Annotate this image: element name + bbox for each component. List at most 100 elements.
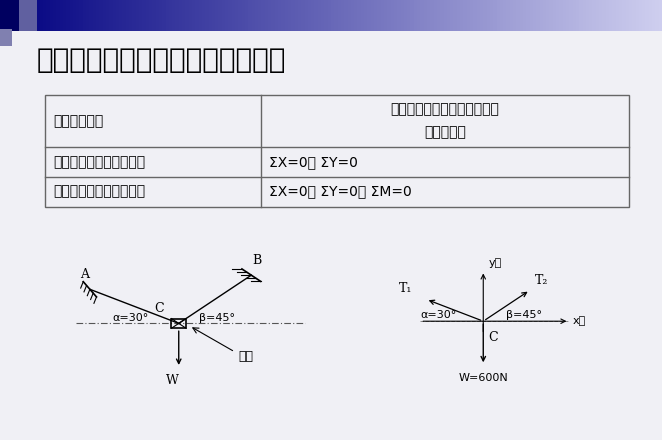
- Bar: [622, 0, 626, 31]
- Bar: [10, 0, 14, 31]
- Bar: [596, 0, 600, 31]
- Bar: [506, 0, 510, 31]
- Bar: [606, 0, 610, 31]
- Bar: [66, 0, 70, 31]
- Bar: [394, 0, 398, 31]
- Bar: [384, 0, 388, 31]
- Bar: [93, 0, 97, 31]
- Bar: [149, 0, 153, 31]
- Bar: [96, 0, 100, 31]
- Bar: [357, 0, 361, 31]
- Bar: [132, 0, 136, 31]
- Bar: [285, 0, 289, 31]
- Bar: [122, 0, 126, 31]
- Bar: [311, 0, 315, 31]
- Bar: [113, 0, 117, 31]
- Bar: [424, 0, 428, 31]
- Bar: [374, 0, 378, 31]
- Text: ΣX=0， ΣY=0， ΣM=0: ΣX=0， ΣY=0， ΣM=0: [269, 185, 412, 198]
- Bar: [453, 0, 457, 31]
- Bar: [60, 0, 64, 31]
- Text: 物体: 物体: [238, 350, 254, 363]
- Bar: [171, 319, 186, 328]
- Bar: [473, 0, 477, 31]
- Bar: [252, 0, 256, 31]
- Bar: [26, 0, 30, 31]
- Bar: [146, 0, 150, 31]
- Bar: [195, 0, 199, 31]
- Bar: [523, 0, 527, 31]
- Bar: [632, 0, 636, 31]
- Bar: [639, 0, 643, 31]
- Bar: [218, 0, 222, 31]
- Bar: [298, 0, 302, 31]
- Bar: [7, 0, 11, 31]
- Bar: [592, 0, 596, 31]
- Bar: [271, 0, 275, 31]
- Bar: [546, 0, 550, 31]
- Bar: [467, 0, 471, 31]
- Bar: [338, 0, 342, 31]
- Bar: [0, 29, 12, 46]
- Bar: [602, 0, 606, 31]
- Bar: [341, 0, 345, 31]
- Bar: [245, 0, 249, 31]
- Bar: [344, 0, 348, 31]
- Text: W=600N: W=600N: [458, 373, 508, 383]
- Bar: [331, 0, 335, 31]
- Bar: [586, 0, 590, 31]
- Bar: [430, 0, 434, 31]
- Bar: [19, 0, 37, 31]
- Bar: [314, 0, 318, 31]
- Bar: [410, 0, 414, 31]
- Text: α=30°: α=30°: [420, 310, 457, 319]
- Bar: [242, 0, 246, 31]
- Bar: [348, 0, 352, 31]
- Bar: [63, 0, 67, 31]
- Bar: [440, 0, 444, 31]
- Bar: [238, 0, 242, 31]
- Bar: [199, 0, 203, 31]
- Bar: [53, 0, 57, 31]
- Bar: [652, 0, 656, 31]
- Bar: [109, 0, 113, 31]
- Bar: [420, 0, 424, 31]
- Bar: [76, 0, 80, 31]
- Bar: [159, 0, 163, 31]
- Bar: [619, 0, 623, 31]
- Bar: [228, 0, 232, 31]
- Bar: [649, 0, 653, 31]
- Text: ΣX=0， ΣY=0: ΣX=0， ΣY=0: [269, 155, 358, 169]
- Bar: [530, 0, 534, 31]
- Bar: [371, 0, 375, 31]
- Bar: [659, 0, 662, 31]
- Bar: [579, 0, 583, 31]
- Bar: [361, 0, 365, 31]
- Bar: [540, 0, 544, 31]
- Bar: [381, 0, 385, 31]
- Bar: [496, 0, 500, 31]
- Bar: [351, 0, 355, 31]
- Bar: [172, 0, 176, 31]
- Bar: [136, 0, 140, 31]
- Bar: [377, 0, 381, 31]
- Bar: [642, 0, 646, 31]
- Bar: [119, 0, 123, 31]
- Bar: [480, 0, 484, 31]
- Bar: [212, 0, 216, 31]
- Bar: [215, 0, 219, 31]
- Bar: [288, 0, 292, 31]
- Bar: [616, 0, 620, 31]
- Bar: [549, 0, 553, 31]
- Bar: [450, 0, 454, 31]
- Bar: [268, 0, 272, 31]
- Bar: [0, 0, 19, 31]
- Bar: [401, 0, 404, 31]
- Bar: [189, 0, 193, 31]
- Bar: [404, 0, 408, 31]
- Bar: [569, 0, 573, 31]
- Text: α=30°: α=30°: [113, 313, 149, 323]
- Bar: [493, 0, 497, 31]
- Bar: [248, 0, 252, 31]
- Bar: [460, 0, 464, 31]
